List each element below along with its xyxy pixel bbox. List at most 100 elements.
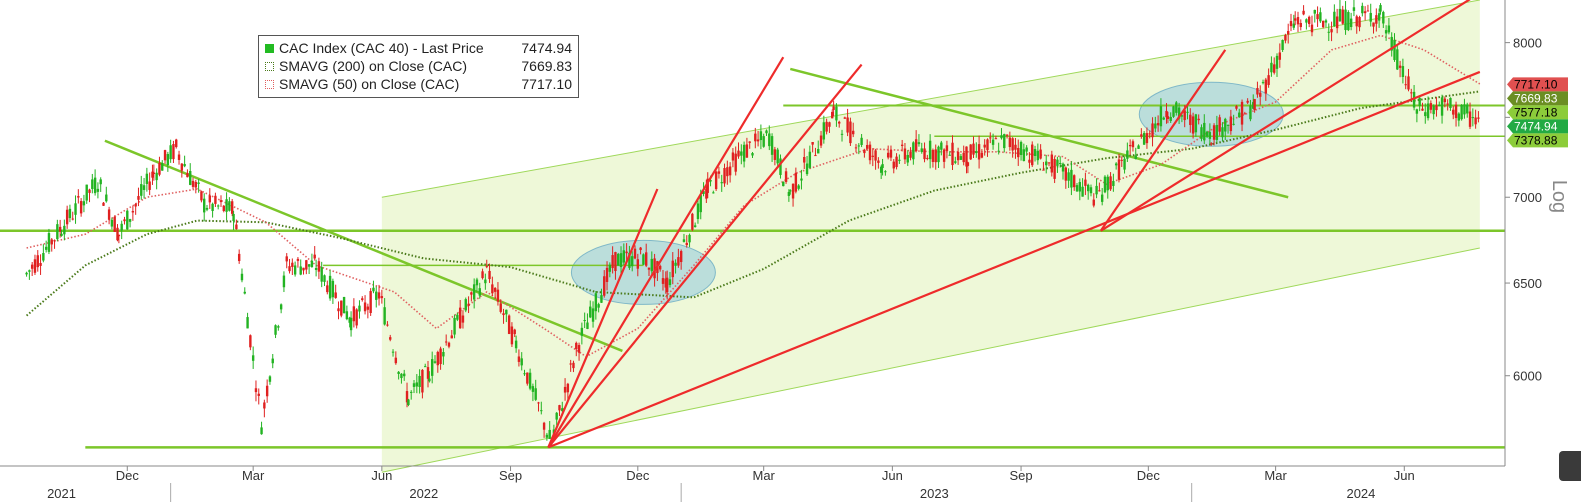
candle-body bbox=[1296, 17, 1300, 25]
price-tag-4: 7378.88 bbox=[1507, 133, 1568, 148]
candle-body bbox=[450, 335, 453, 339]
legend-label: SMAVG (50) on Close (CAC) bbox=[279, 76, 460, 92]
channel-line-1 bbox=[381, 247, 1480, 473]
candle-body bbox=[99, 179, 102, 185]
candle-body bbox=[868, 144, 872, 161]
candle-body bbox=[288, 266, 291, 272]
candle-body bbox=[647, 267, 651, 270]
candle-body bbox=[348, 317, 351, 323]
candle-body bbox=[622, 250, 626, 263]
candle-body bbox=[1256, 88, 1259, 95]
candle-body bbox=[271, 358, 274, 364]
y-tick-label-2: 7000 bbox=[1513, 190, 1542, 205]
candle-body bbox=[906, 154, 909, 163]
candle-body bbox=[994, 138, 998, 140]
candle-body bbox=[881, 164, 884, 168]
x-year-label-0: 2021 bbox=[47, 486, 76, 501]
candle-body bbox=[1050, 154, 1054, 173]
candle-body bbox=[586, 322, 589, 329]
candle-body bbox=[1335, 16, 1339, 29]
candle-body bbox=[975, 151, 978, 154]
candle-body bbox=[237, 253, 241, 262]
candle-body bbox=[1338, 8, 1342, 22]
candle-body bbox=[1379, 5, 1382, 12]
candle-body bbox=[265, 385, 269, 397]
candle-body bbox=[712, 192, 715, 194]
candle-body bbox=[548, 429, 551, 439]
candle-body bbox=[934, 149, 937, 163]
candle-body bbox=[765, 130, 768, 134]
candle-body bbox=[28, 270, 31, 272]
candle-body bbox=[126, 210, 129, 230]
candle-body bbox=[340, 300, 343, 316]
red-fan-line-3 bbox=[547, 70, 1481, 449]
x-axis: Dec Mar Jun Sep Dec Mar Jun Sep Dec Mar Jun 2021 202… bbox=[0, 465, 1505, 502]
candle-body bbox=[85, 184, 88, 201]
candle-body bbox=[1289, 21, 1293, 27]
candle-body bbox=[123, 219, 126, 222]
y-tick-label-4: 8000 bbox=[1513, 36, 1542, 51]
candle-body bbox=[889, 149, 893, 158]
candle-body bbox=[817, 148, 820, 154]
candle-body bbox=[1275, 55, 1279, 69]
chart-options-button[interactable] bbox=[1559, 451, 1581, 481]
legend-label: CAC Index (CAC 40) - Last Price bbox=[279, 40, 484, 56]
candle-body bbox=[1205, 131, 1209, 137]
candle-body bbox=[461, 315, 465, 323]
candle-body bbox=[597, 304, 600, 308]
candle-body bbox=[148, 181, 151, 190]
candle-body bbox=[363, 302, 367, 312]
candle-body bbox=[1154, 123, 1157, 129]
candle-body bbox=[614, 252, 617, 272]
candle-body bbox=[1215, 125, 1219, 140]
candle-body bbox=[742, 144, 746, 162]
price-tag-0: 7717.10 bbox=[1507, 77, 1568, 92]
candle-body bbox=[1299, 22, 1302, 28]
candle-body bbox=[507, 315, 511, 334]
candle-body bbox=[1194, 114, 1198, 133]
candle-body bbox=[1191, 116, 1195, 134]
candle-body bbox=[879, 166, 883, 173]
candle-body bbox=[1468, 111, 1472, 127]
candle-body bbox=[1449, 97, 1452, 108]
legend-value: 7474.94 bbox=[521, 40, 572, 56]
candle-body bbox=[1197, 118, 1200, 121]
candle-body bbox=[389, 337, 392, 340]
legend-item-sma200: SMAVG (200) on Close (CAC) 7669.83 bbox=[265, 57, 572, 75]
candle-body bbox=[1224, 118, 1227, 132]
candle-body bbox=[631, 256, 634, 267]
candle-body bbox=[394, 357, 398, 364]
candle-body bbox=[819, 135, 823, 146]
candle-body bbox=[814, 155, 817, 157]
candle-body bbox=[1000, 135, 1003, 139]
candle-body bbox=[797, 185, 800, 189]
x-month-label-1: Mar bbox=[242, 468, 265, 483]
candle-body bbox=[892, 161, 895, 169]
candle-body bbox=[1061, 163, 1065, 172]
candle-body bbox=[895, 156, 898, 168]
candle-body bbox=[172, 144, 175, 160]
candle-body bbox=[116, 227, 119, 241]
candle-body bbox=[706, 178, 709, 193]
candle-body bbox=[317, 261, 321, 272]
x-month-label-7: Sep bbox=[1009, 468, 1032, 483]
candle-body bbox=[1126, 150, 1129, 159]
candle-body bbox=[216, 205, 220, 207]
candle-body bbox=[898, 159, 901, 161]
candle-body bbox=[1229, 116, 1233, 132]
candle-body bbox=[189, 170, 192, 185]
candle-body bbox=[948, 154, 951, 156]
candle-body bbox=[183, 163, 186, 167]
candle-body bbox=[840, 133, 844, 135]
candle-body bbox=[822, 122, 826, 140]
candle-body bbox=[860, 137, 863, 145]
candle-body bbox=[737, 150, 740, 157]
candle-body bbox=[1460, 104, 1463, 120]
candle-body bbox=[105, 194, 108, 202]
candle-body bbox=[383, 307, 386, 325]
candle-body bbox=[531, 386, 535, 392]
candle-body bbox=[355, 309, 358, 326]
candle-body bbox=[235, 224, 238, 230]
candle-body bbox=[903, 148, 907, 160]
